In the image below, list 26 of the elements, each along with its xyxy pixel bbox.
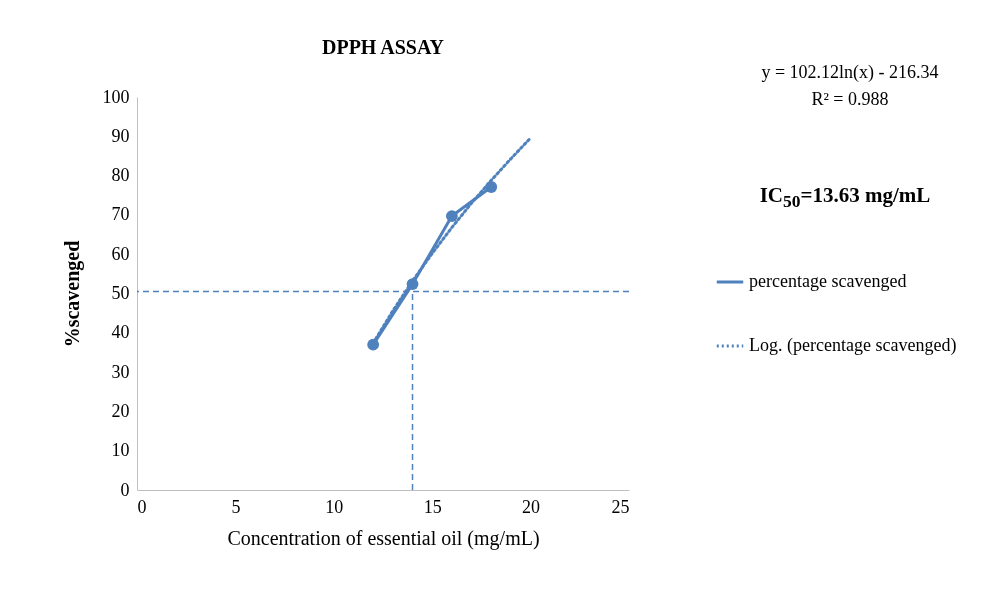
point (445, 210, 458, 222)
y-tick-label: 10 (111, 440, 130, 461)
y-tick-label: 30 (111, 361, 130, 382)
y-tick-label: 80 (111, 165, 130, 186)
x-tick-label: 20 (522, 496, 541, 517)
text: IC$_{50}$=13.63 mg/mL (759, 183, 931, 213)
y-tick-label: 60 (111, 243, 130, 264)
y-axis-title: %scavenged (60, 240, 84, 348)
y-tick-label: 50 (111, 283, 130, 303)
y-tick-label: 40 (111, 322, 130, 343)
text: R² = 0.988 (811, 89, 889, 110)
text: y = 102.12ln(x) - 216.34 (761, 62, 939, 83)
y-tick-label: 0 (120, 479, 130, 500)
y-tick-label: 90 (111, 125, 130, 146)
legend-label: Log. (percentage scavenged) (749, 335, 957, 356)
y-tick-label: 20 (111, 400, 130, 421)
x-tick-label: 10 (325, 496, 344, 517)
x-tick-label: 0 (137, 496, 147, 517)
x-tick-label: 25 (611, 496, 630, 517)
x-tick-label: 15 (423, 496, 442, 517)
chart-title: DPPH ASSAY (321, 36, 445, 58)
y-tick-label: 70 (111, 204, 130, 225)
legend-label: percentage scavenged (749, 271, 907, 291)
x-tick-label: 5 (231, 496, 241, 517)
y-tick-label: 100 (102, 86, 130, 107)
x-axis-title: Concentration of essential oil (mg/mL) (227, 526, 540, 550)
